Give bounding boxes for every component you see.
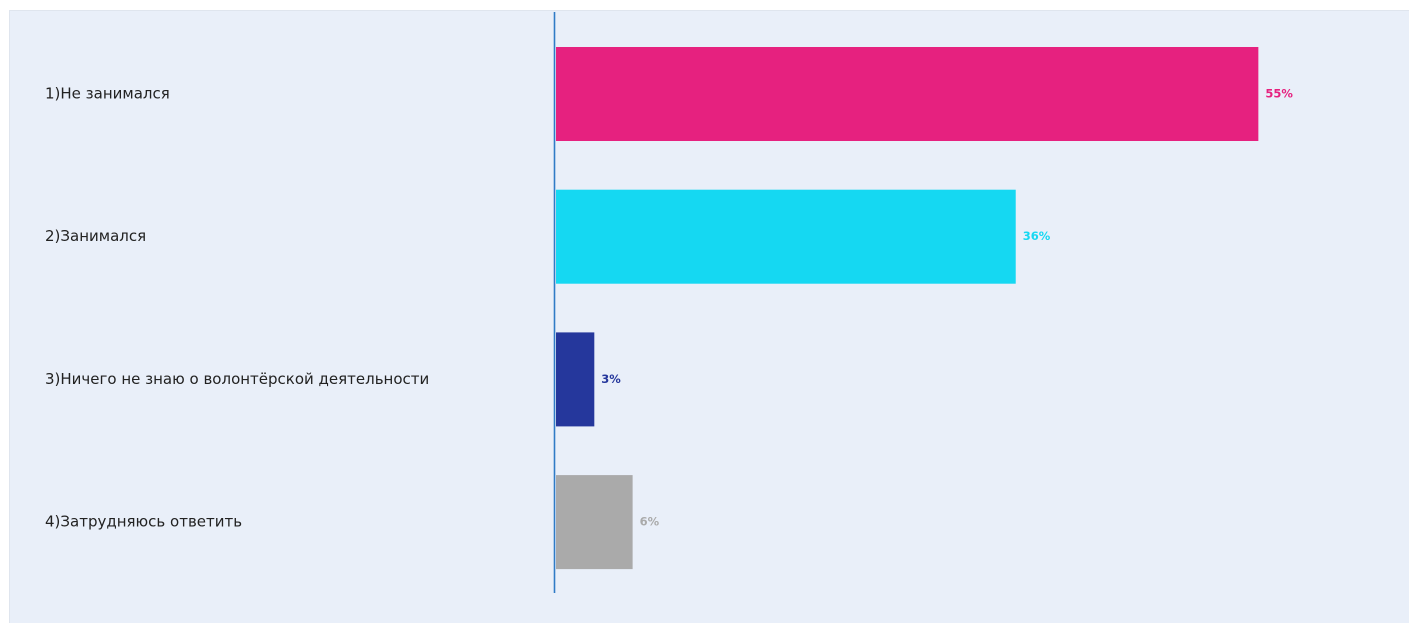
value-label-2: 36% [1023, 229, 1051, 243]
bar-4 [556, 475, 633, 570]
bar-2 [556, 189, 1016, 284]
bars-group [556, 47, 1259, 570]
category-label-2: 2)Занимался [45, 227, 146, 245]
value-label-1: 55% [1265, 87, 1293, 101]
bar-3 [556, 332, 595, 427]
category-label-4: 4)Затрудняюсь ответить [45, 513, 242, 531]
bar-1 [556, 47, 1259, 141]
value-label-4: 6% [640, 515, 660, 529]
category-label-1: 1)Не занимался [45, 85, 170, 103]
category-label-3: 3)Ничего не знаю о волонтёрской деятельн… [45, 370, 429, 388]
value-label-3: 3% [601, 372, 621, 386]
category-labels: 1)Не занимался 2)Занимался 3)Ничего не зна… [45, 85, 429, 531]
value-labels: 55% 36% 3% 6% [601, 87, 1293, 529]
